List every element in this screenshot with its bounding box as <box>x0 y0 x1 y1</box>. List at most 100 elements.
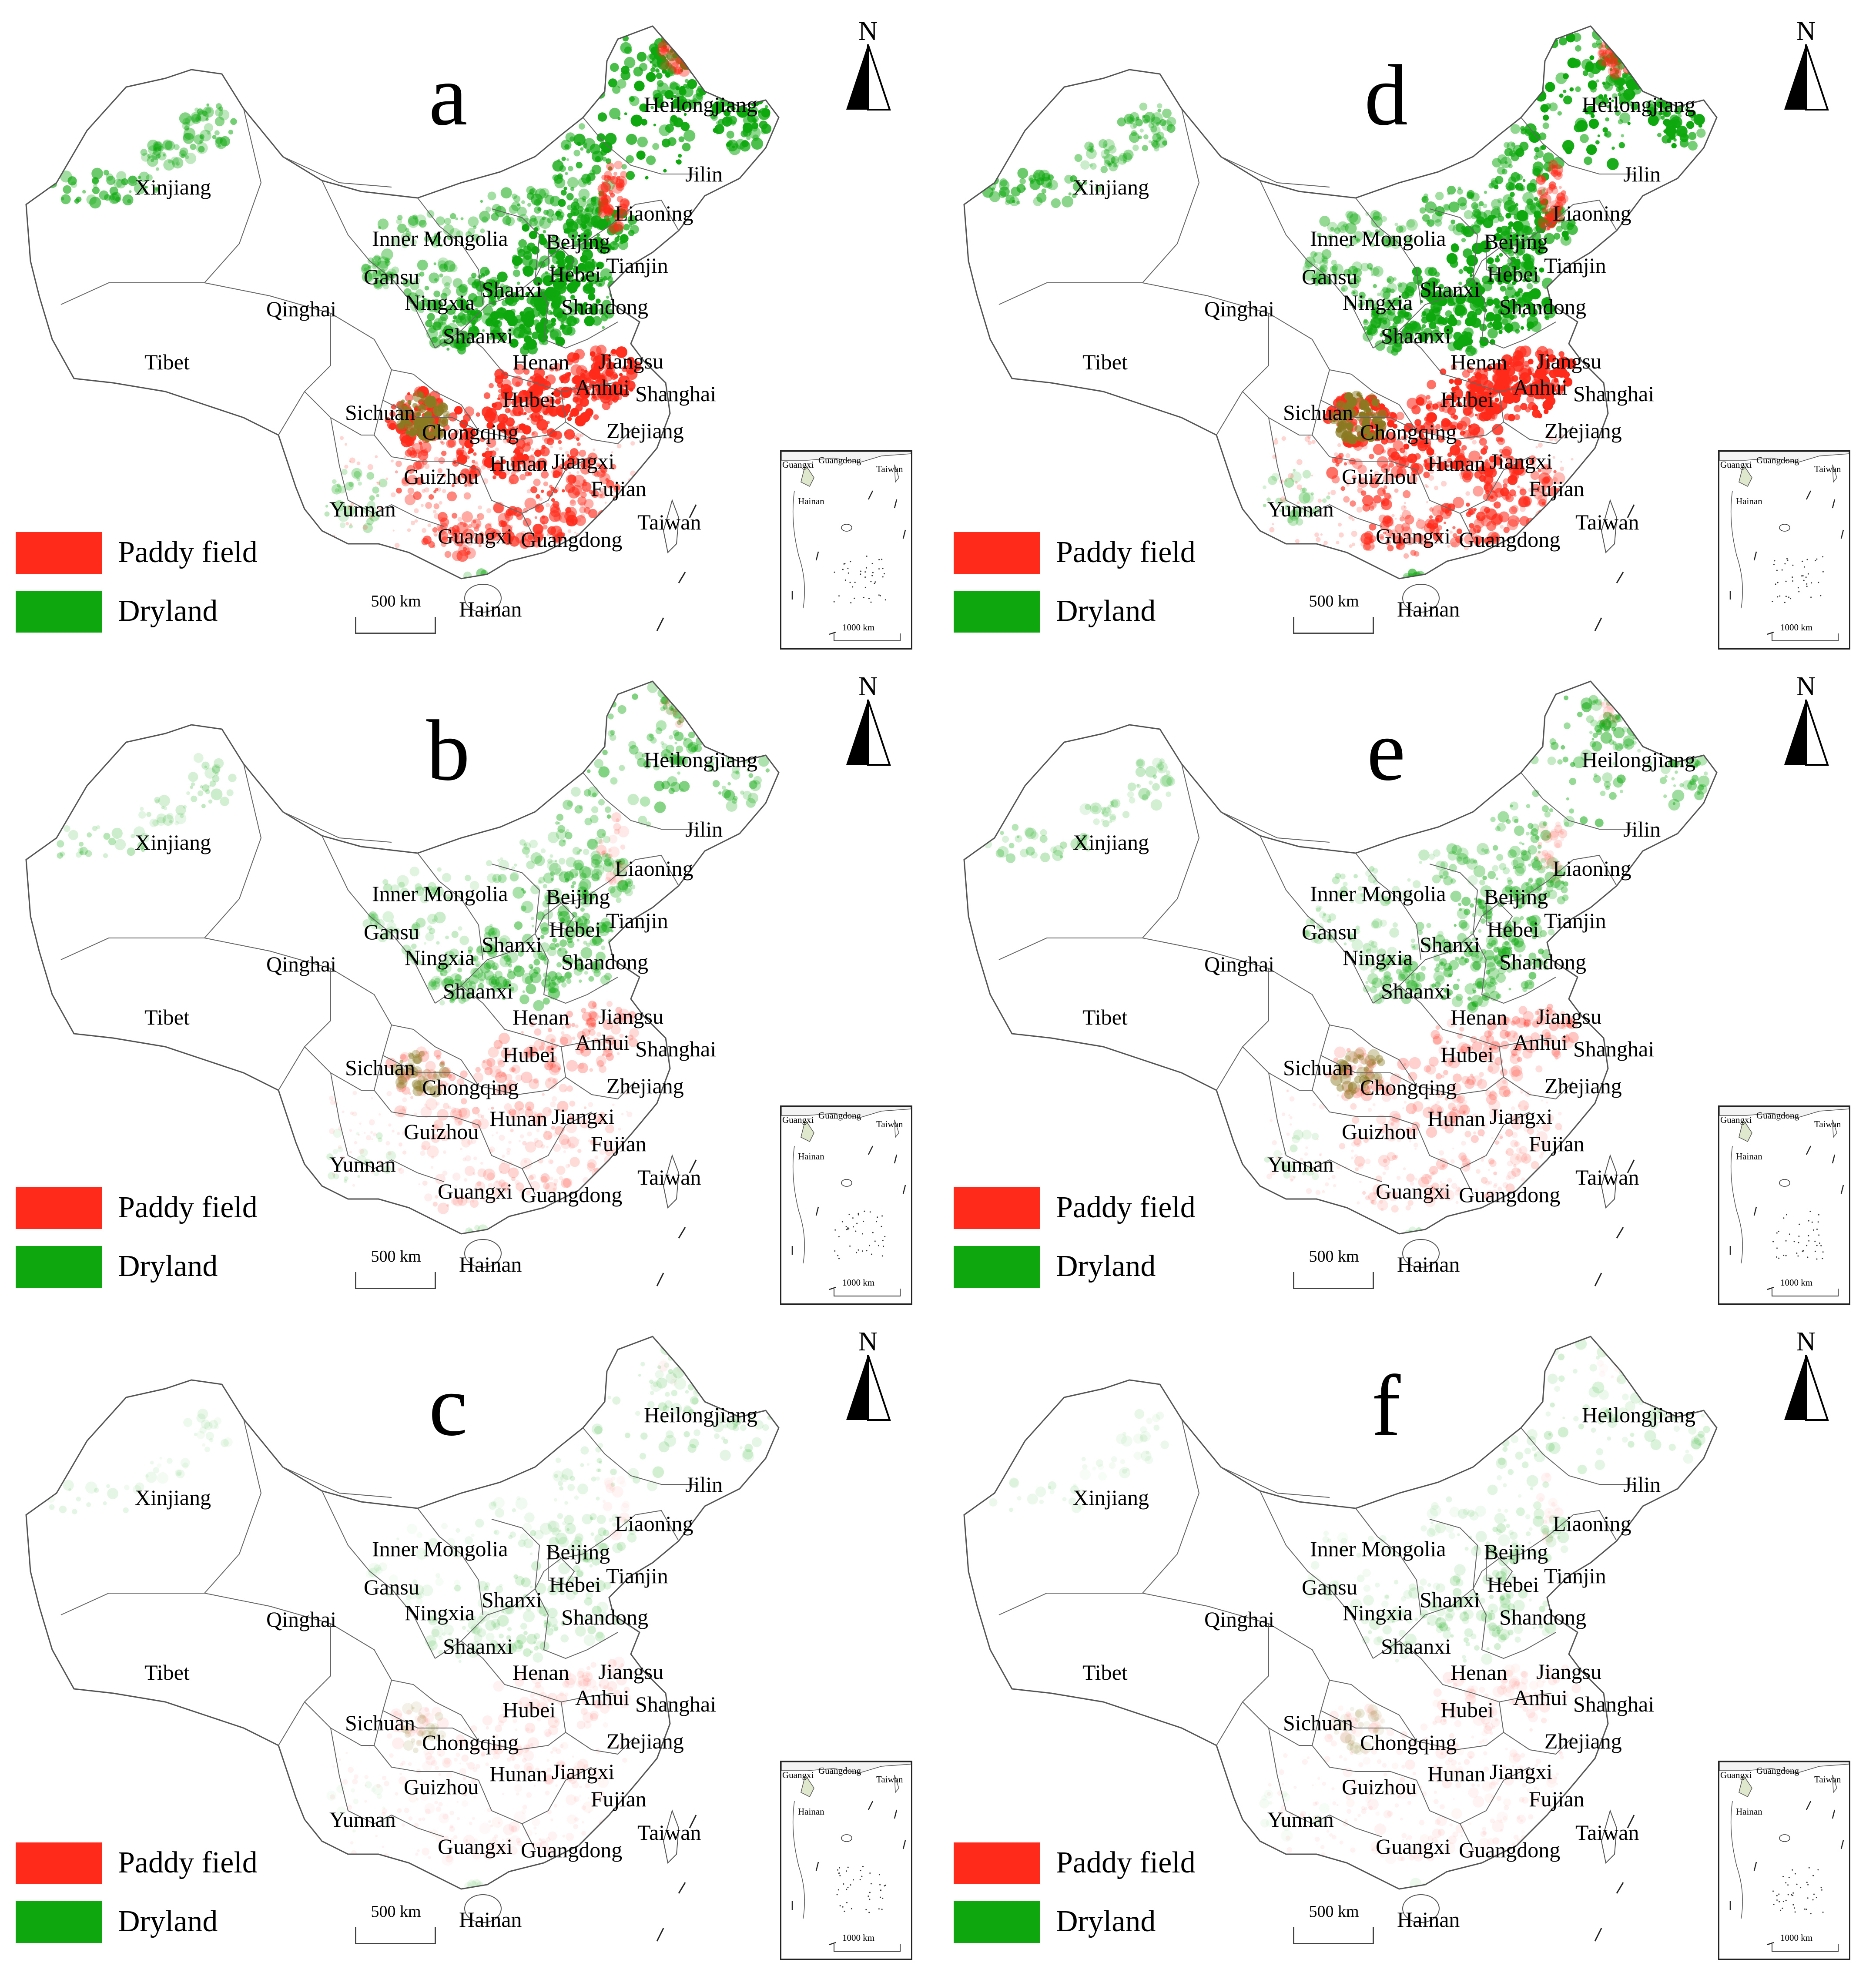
province-label: Tibet <box>144 350 190 374</box>
province-label: Heilongjiang <box>644 1403 758 1427</box>
province-label: Yunnan <box>1267 1807 1334 1832</box>
hainan-island <box>1402 1894 1440 1923</box>
inset-scale-line <box>1772 1289 1839 1296</box>
province-label: Zhejiang <box>606 1074 684 1098</box>
province-label: Jilin <box>1623 1472 1661 1497</box>
province-label: Beijing <box>1484 229 1548 254</box>
province-border <box>998 764 1200 960</box>
boundary-dash <box>689 504 697 518</box>
province-label: Hunan <box>1427 1106 1486 1131</box>
inset-label: Taiwan <box>876 464 903 474</box>
province-label: Hubei <box>1440 1698 1494 1722</box>
province-border <box>330 1623 462 1715</box>
province-label: Hainan <box>1397 1907 1460 1932</box>
province-label: Jiangsu <box>1536 1659 1601 1684</box>
province-border <box>282 156 392 188</box>
province-label: Hunan <box>489 1106 548 1131</box>
province-border <box>1268 417 1382 527</box>
province-label: Ningxia <box>1343 290 1413 315</box>
province-label: Beijing <box>546 884 610 909</box>
province-label: Hubei <box>502 387 556 412</box>
province-label: Anhui <box>1513 1030 1568 1055</box>
province-label: Sichuan <box>1283 1055 1353 1080</box>
province-label: Sichuan <box>1283 400 1353 425</box>
province-label: Inner Mongolia <box>372 1537 508 1561</box>
china-map <box>25 25 780 631</box>
province-label: Tibet <box>1082 350 1128 374</box>
province-border <box>1320 1025 1417 1086</box>
province-label: Shaanxi <box>1381 979 1451 1003</box>
province-border <box>1399 985 1552 1048</box>
province-border <box>382 369 479 431</box>
legend-label-paddy: Paddy field <box>1056 1846 1196 1879</box>
legend-label-dryland: Dryland <box>1056 594 1156 628</box>
legend-swatch-paddy <box>954 1187 1040 1229</box>
province-label: Shandong <box>1499 950 1586 974</box>
country-outline <box>25 1336 780 1890</box>
province-label: Hainan <box>459 1907 522 1932</box>
province-label: Beijing <box>546 1540 610 1564</box>
legend-label-paddy: Paddy field <box>1056 1191 1196 1224</box>
province-label: Hubei <box>1440 1042 1494 1067</box>
province-label: Zhejiang <box>606 419 684 443</box>
province-border <box>1311 1710 1417 1781</box>
province-border <box>282 1467 392 1498</box>
province-border <box>609 854 679 886</box>
province-border <box>561 1701 636 1755</box>
province-border <box>522 513 536 540</box>
province-label: Shanxi <box>482 277 542 301</box>
legend-label-dryland: Dryland <box>1056 1905 1156 1938</box>
province-label: Shanxi <box>1420 1588 1480 1612</box>
province-label: Guangxi <box>1376 524 1451 548</box>
province-label: Hebei <box>1487 1572 1539 1597</box>
legend-item-paddy: Paddy field <box>954 1184 1258 1232</box>
province-label: Liaoning <box>1553 1511 1631 1536</box>
legend-swatch-dryland <box>16 1246 102 1288</box>
south-china-sea-inset: Guangxi Guangdong Taiwan Hainan 1000 km <box>780 1105 912 1305</box>
province-border <box>561 391 636 445</box>
province-border <box>1268 1728 1382 1837</box>
province-border <box>1399 1059 1504 1095</box>
province-border <box>60 1419 262 1615</box>
boundary-dash <box>689 1159 697 1173</box>
province-label: Guangdong <box>1459 1838 1561 1862</box>
boundary-dash <box>689 1815 697 1829</box>
inset-label: Guangdong <box>818 1110 861 1121</box>
province-label: Hebei <box>549 262 601 286</box>
scale-label: 500 km <box>1309 1902 1359 1921</box>
inset-scale-line <box>1772 1944 1839 1952</box>
province-border <box>382 1025 479 1086</box>
province-label: Guizhou <box>1342 1119 1417 1144</box>
province-label: Shanghai <box>1573 1692 1655 1716</box>
scale-bar: 500 km <box>1290 1902 1377 1946</box>
province-label: Guizhou <box>404 1775 479 1799</box>
map-panel-f: f Heilongjiang Jilin Liaoning Xinjiang Inner … <box>938 1310 1876 1966</box>
legend: Paddy field Dryland <box>16 1184 320 1297</box>
province-border <box>1429 208 1478 279</box>
scale-label: 500 km <box>1309 1247 1359 1266</box>
china-map <box>25 1336 780 1942</box>
province-label: Gansu <box>1302 920 1357 944</box>
province-label: Qinghai <box>1204 952 1275 976</box>
province-border <box>322 180 436 348</box>
north-arrow: N <box>1782 673 1830 768</box>
province-label: Hunan <box>489 451 548 476</box>
legend: Paddy field Dryland <box>16 529 320 642</box>
province-label: Liaoning <box>1553 201 1631 225</box>
province-border <box>1320 1680 1417 1742</box>
province-label: Fujian <box>1529 1787 1585 1811</box>
province-label: Tianjin <box>1544 908 1606 933</box>
province-label: Liaoning <box>615 856 693 881</box>
scale-line <box>1293 1272 1374 1289</box>
boundary-dash <box>678 1882 686 1894</box>
north-arrow-icon <box>1784 700 1829 766</box>
boundary-dash <box>1594 1928 1602 1942</box>
province-label: Jilin <box>1623 162 1661 186</box>
inset-label: Taiwan <box>876 1119 903 1129</box>
province-border <box>461 1715 566 1751</box>
north-arrow-icon <box>846 700 891 766</box>
province-label: Xinjiang <box>135 1485 211 1510</box>
north-arrow-icon <box>846 1355 891 1421</box>
legend-label-dryland: Dryland <box>118 1905 218 1938</box>
inset-map <box>1719 452 1849 635</box>
